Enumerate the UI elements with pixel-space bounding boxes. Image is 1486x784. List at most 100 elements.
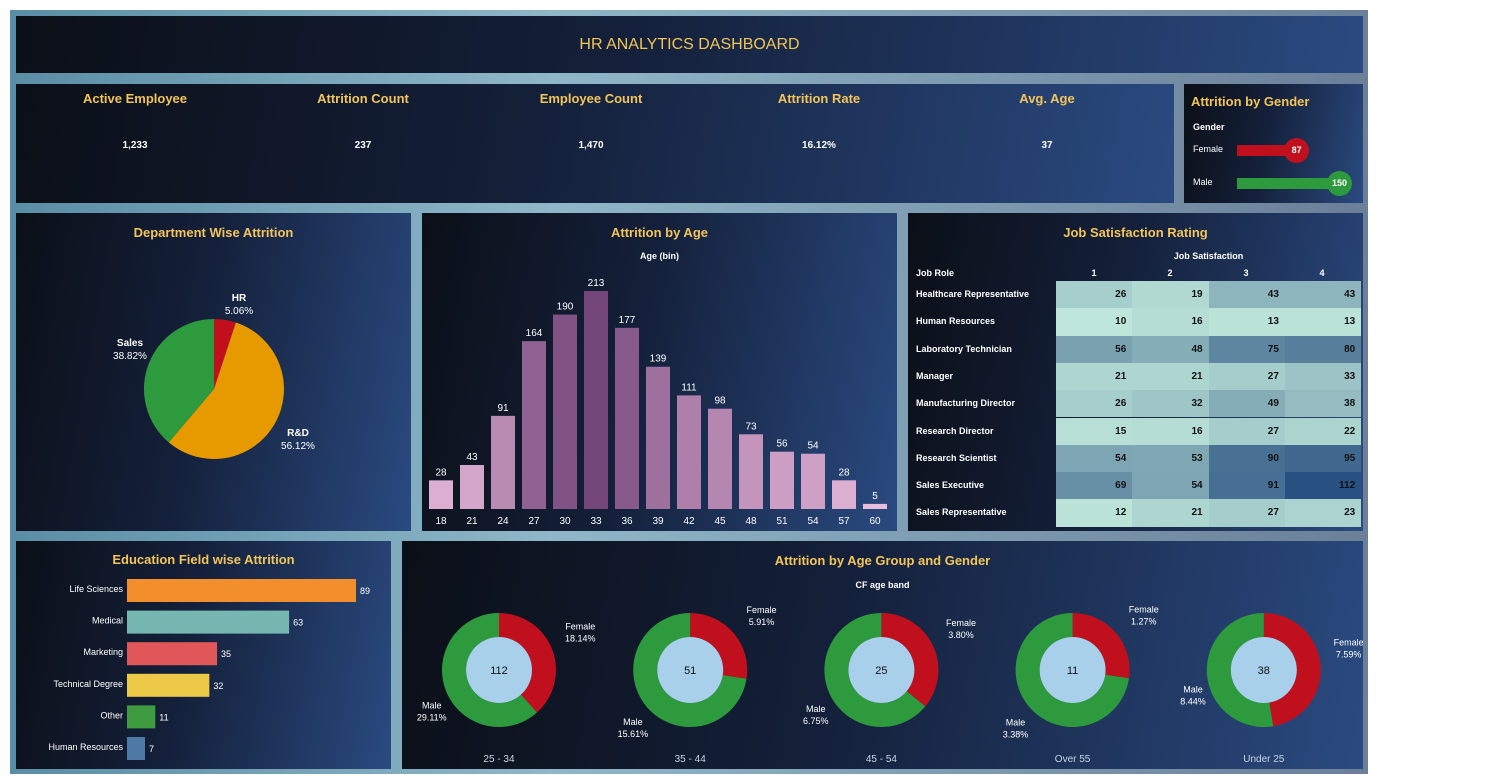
education-label: Human Resources (48, 742, 123, 752)
donut-male-segment (824, 613, 926, 727)
male-pct: 15.61% (618, 729, 649, 739)
donut-female-segment (881, 613, 939, 707)
heatmap-cell: 10 (1056, 308, 1133, 336)
kpi-card: Attrition Rate 16.12% (704, 84, 934, 151)
job-role-label: Manufacturing Director (916, 398, 1016, 409)
education-title: Education Field wise Attrition (112, 552, 295, 567)
donut-male-segment (442, 613, 537, 727)
age-axis-label: Age (bin) (640, 251, 679, 261)
donut-center (848, 637, 915, 703)
age-bar (429, 480, 453, 509)
age-tick-label: 21 (466, 516, 478, 527)
age-band-label: 35 - 44 (675, 754, 707, 765)
job-role-label: Laboratory Technician (916, 343, 1012, 354)
education-label: Marketing (83, 647, 123, 657)
kpi-panel: Active Employee 1,233 Attrition Count 237 Em… (16, 84, 1174, 203)
kpi-label: Attrition Count (317, 91, 409, 106)
education-value: 11 (159, 712, 168, 722)
job-role-label: Research Director (916, 425, 994, 436)
heatmap-cell: 19 (1132, 281, 1209, 309)
heatmap-cell: 21 (1132, 499, 1209, 527)
title-panel: HR ANALYTICS DASHBOARD (16, 16, 1363, 73)
female-pct: 5.91% (749, 617, 775, 627)
education-value: 63 (293, 618, 303, 628)
heatmap-cell: 43 (1208, 281, 1285, 309)
heatmap-cell: 54 (1132, 472, 1209, 500)
age-bar (615, 327, 639, 509)
heatmap-cell: 15 (1056, 417, 1133, 445)
job-role-label: Healthcare Representative (916, 289, 1030, 299)
pie-label: R&D (287, 428, 309, 439)
heatmap-cell: 22 (1284, 417, 1362, 445)
age-bar-value: 73 (745, 421, 757, 432)
job-role-label: Manager (916, 370, 954, 381)
gender-value: 87 (1284, 138, 1310, 163)
age-tick-label: 42 (683, 516, 695, 527)
education-label: Life Sciences (69, 584, 123, 594)
kpi-value: 37 (1041, 140, 1053, 151)
education-label: Medical (92, 616, 123, 626)
female-pct: 3.80% (948, 630, 974, 640)
education-bar (127, 579, 356, 602)
heatmap-cell: 21 (1132, 362, 1209, 391)
age-bar-value: 111 (681, 382, 697, 393)
heatmap-cell: 80 (1284, 335, 1362, 363)
heatmap-cell: 49 (1208, 390, 1285, 418)
male-label: Male (806, 704, 826, 714)
age-bar-value: 28 (838, 467, 850, 478)
heatmap-cell: 54 (1056, 444, 1133, 473)
age-bar-value: 91 (497, 403, 509, 414)
age-band-label: Under 25 (1243, 754, 1285, 765)
donut-total: 25 (875, 665, 887, 677)
kpi-value: 237 (354, 140, 372, 151)
age-bar (677, 395, 701, 509)
heatmap-cell: 69 (1056, 472, 1133, 500)
heatmap-cell: 23 (1284, 499, 1362, 527)
kpi-value: 1,470 (578, 140, 604, 151)
age-tick-label: 30 (559, 516, 571, 527)
heatmap-cell: 95 (1284, 444, 1362, 473)
age-bar (801, 453, 825, 509)
gender-label: Female (1193, 144, 1224, 154)
donut-center (1039, 637, 1106, 703)
donut-female-segment (1263, 613, 1321, 727)
gender-panel: Attrition by Gender Gender Female 87 Male… (1184, 84, 1363, 203)
pie-slice-sales (143, 319, 214, 443)
age-gender-donuts: 112 Female 18.14% Male 29.11% 25 - 34 51 Female… (417, 605, 1363, 765)
pie-slice-rd (168, 322, 284, 459)
age-tick-label: 39 (652, 516, 664, 527)
age-tick-label: 57 (838, 516, 850, 527)
job-col-label: 1 (1091, 268, 1097, 278)
age-bar-value: 5 (872, 491, 878, 502)
heatmap-cell: 16 (1132, 417, 1209, 445)
heatmap-cell: 33 (1284, 362, 1362, 391)
job-col-label: 4 (1319, 268, 1325, 278)
job-col-header: Job Satisfaction (1173, 251, 1244, 261)
gender-title: Attrition by Gender (1191, 94, 1310, 109)
kpi-card: Employee Count 1,470 (476, 84, 706, 151)
age-bar (522, 341, 546, 509)
education-panel: Education Field wise Attrition Life Scie… (16, 541, 391, 769)
male-label: Male (1183, 685, 1203, 695)
heatmap-cell: 27 (1208, 499, 1285, 527)
male-pct: 3.38% (1003, 729, 1029, 739)
age-tick-label: 45 (714, 516, 726, 527)
heatmap-cell: 26 (1056, 390, 1133, 418)
heatmap-cell: 48 (1132, 335, 1209, 363)
heatmap-cell: 12 (1056, 499, 1133, 527)
kpi-card: Active Employee 1,233 (20, 84, 250, 151)
gender-bar (1237, 178, 1339, 189)
donut-female-segment (1072, 613, 1130, 679)
age-tick-label: 36 (621, 516, 633, 527)
age-bar-value: 190 (557, 302, 574, 313)
heatmap-cell: 13 (1284, 308, 1362, 336)
female-label: Female (1334, 637, 1363, 647)
donut-male-segment (1206, 613, 1274, 727)
education-bar (127, 642, 218, 666)
donut-center (466, 637, 532, 703)
donut-female-segment (499, 613, 556, 713)
donut-total: 112 (490, 665, 508, 677)
job-role-label: Sales Representative (916, 507, 1007, 518)
heatmap-cell: 21 (1056, 362, 1133, 391)
female-label: Female (746, 605, 776, 615)
